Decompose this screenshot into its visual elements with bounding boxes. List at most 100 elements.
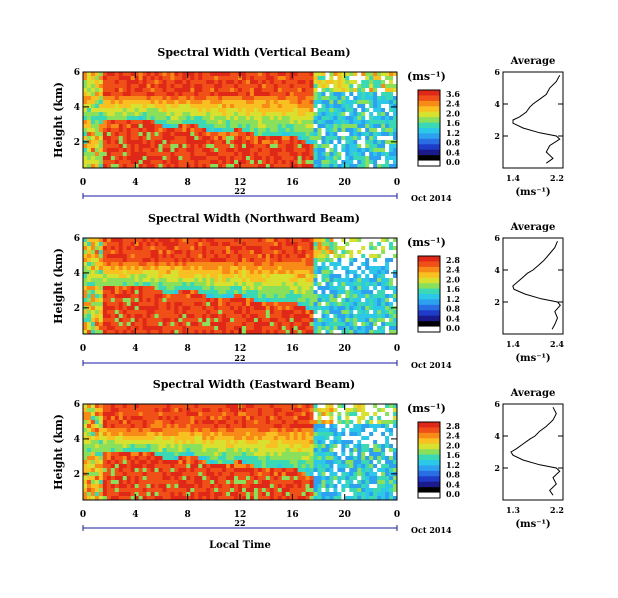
- heatmap-cell: [313, 250, 318, 255]
- heatmap-cell: [238, 148, 243, 153]
- heatmap-cell: [102, 266, 108, 271]
- heatmap-cell: [357, 136, 362, 141]
- heatmap-cell: [261, 124, 267, 129]
- heatmap-cell: [309, 160, 314, 165]
- heatmap-cell: [317, 100, 322, 105]
- heatmap-cell: [90, 432, 96, 437]
- heatmap-cell: [230, 250, 235, 255]
- heatmap-cell: [313, 322, 318, 327]
- heatmap-cell: [102, 420, 108, 425]
- heatmap-cell: [230, 120, 235, 125]
- heatmap-cell: [277, 246, 283, 251]
- heatmap-cell: [102, 290, 108, 295]
- heatmap-cell: [126, 318, 132, 323]
- heatmap-cell: [158, 262, 163, 267]
- heatmap-cell: [281, 290, 287, 295]
- heatmap-cell: [389, 100, 394, 105]
- heatmap-cell: [337, 294, 342, 299]
- heatmap-cell: [285, 306, 291, 311]
- heatmap: [83, 238, 398, 335]
- heatmap-cell: [83, 476, 88, 481]
- heatmap-cell: [114, 420, 120, 425]
- heatmap-cell: [138, 136, 144, 141]
- heatmap-cell: [90, 152, 96, 157]
- heatmap-cell: [210, 120, 215, 125]
- heatmap-cell: [353, 116, 358, 121]
- heatmap-cell: [377, 96, 382, 101]
- heatmap-cell: [245, 408, 251, 413]
- heatmap-cell: [174, 132, 179, 137]
- heatmap-cell: [146, 448, 151, 453]
- heatmap-cell: [249, 148, 255, 153]
- heatmap-cell: [134, 420, 140, 425]
- heatmap-cell: [98, 424, 104, 429]
- heatmap-cell: [214, 152, 219, 157]
- heatmap-cell: [90, 322, 96, 327]
- heatmap-cell: [122, 318, 128, 323]
- heatmap-cell: [317, 330, 322, 335]
- heatmap-cell: [234, 326, 239, 331]
- heatmap-cell: [90, 238, 96, 243]
- heatmap-cell: [170, 124, 175, 129]
- heatmap-cell: [297, 294, 302, 299]
- heatmap-cell: [289, 294, 295, 299]
- heatmap-cell: [162, 480, 167, 485]
- heatmap-cell: [186, 302, 191, 307]
- heatmap-cell: [309, 314, 314, 319]
- heatmap-cell: [337, 242, 342, 247]
- heatmap-cell: [226, 476, 231, 481]
- heatmap-cell: [118, 476, 124, 481]
- heatmap-cell: [222, 270, 227, 275]
- heatmap-cell: [345, 270, 350, 275]
- heatmap-cell: [349, 306, 354, 311]
- heatmap-cell: [114, 100, 120, 105]
- heatmap-cell: [162, 72, 167, 77]
- heatmap-cell: [166, 298, 171, 303]
- heatmap-cell: [186, 424, 191, 429]
- heatmap-cell: [313, 76, 318, 81]
- heatmap-cell: [329, 286, 334, 291]
- heatmap-cell: [146, 302, 151, 307]
- heatmap-cell: [190, 270, 195, 275]
- heatmap-cell: [142, 302, 147, 307]
- heatmap-cell: [373, 132, 378, 137]
- heatmap-cell: [90, 306, 96, 311]
- heatmap-cell: [325, 266, 330, 271]
- heatmap-cell: [194, 238, 199, 243]
- heatmap-cell: [150, 84, 155, 89]
- heatmap-cell: [102, 76, 108, 81]
- heatmap-cell: [178, 262, 183, 267]
- heatmap-cell: [166, 412, 171, 417]
- heatmap-cell: [261, 322, 267, 327]
- heatmap-cell: [214, 92, 219, 97]
- heatmap-cell: [218, 452, 223, 457]
- heatmap-cell: [245, 326, 251, 331]
- heatmap-cell: [337, 326, 342, 331]
- heatmap-cell: [182, 238, 187, 243]
- colorbar-tick-label: 1.2: [446, 294, 460, 304]
- heatmap-cell: [214, 464, 219, 469]
- heatmap-cell: [118, 92, 124, 97]
- heatmap-cell: [301, 128, 306, 133]
- heatmap-cell: [170, 314, 175, 319]
- heatmap-cell: [261, 306, 267, 311]
- heatmap-cell: [373, 326, 378, 331]
- heatmap-cell: [333, 152, 338, 157]
- heatmap-cell: [198, 420, 203, 425]
- heatmap-cell: [150, 246, 155, 251]
- heatmap-cell: [83, 314, 88, 319]
- heatmap-cell: [178, 132, 183, 137]
- heatmap-cell: [301, 140, 306, 145]
- colorbar-segment: [418, 128, 440, 134]
- heatmap-cell: [170, 242, 175, 247]
- heatmap-cell: [238, 412, 243, 417]
- heatmap-cell: [150, 144, 155, 149]
- heatmap-cell: [150, 116, 155, 121]
- heatmap-cell: [126, 294, 132, 299]
- heatmap-cell: [158, 326, 163, 331]
- heatmap-cell: [309, 302, 314, 307]
- heatmap-cell: [357, 298, 362, 303]
- heatmap-cell: [134, 238, 140, 243]
- heatmap-cell: [190, 496, 195, 501]
- heatmap-cell: [90, 266, 96, 271]
